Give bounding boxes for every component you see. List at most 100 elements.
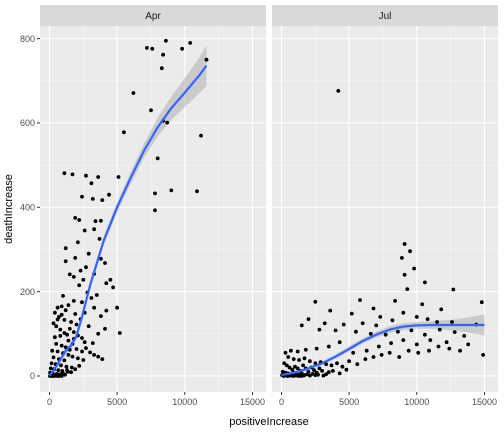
y-axis-title: deathIncrease — [3, 174, 15, 244]
data-point — [145, 46, 149, 50]
data-point — [117, 331, 122, 335]
y-tick-label: 400 — [20, 203, 35, 213]
data-point — [63, 308, 68, 313]
facet-strip — [272, 5, 498, 26]
data-point — [69, 365, 74, 370]
data-point — [479, 300, 484, 305]
data-point — [82, 228, 87, 233]
data-point — [159, 66, 164, 71]
data-point — [333, 328, 338, 333]
data-point — [406, 348, 411, 353]
data-point — [80, 300, 84, 305]
data-point — [57, 374, 61, 378]
data-point — [401, 310, 406, 315]
x-tick-label: 10000 — [404, 397, 429, 407]
data-point — [287, 365, 292, 370]
data-point — [58, 334, 63, 338]
data-point — [153, 191, 157, 196]
data-point — [103, 326, 107, 331]
data-point — [122, 130, 126, 135]
data-point — [409, 328, 414, 333]
data-point — [49, 361, 54, 366]
x-tick-label: 15000 — [240, 397, 265, 407]
facet-strip-label: Jul — [379, 11, 392, 22]
data-point — [58, 327, 63, 332]
data-point — [412, 266, 416, 271]
data-point — [165, 120, 170, 125]
data-point — [169, 188, 174, 193]
data-point — [336, 89, 341, 93]
x-tick-label: 0 — [47, 397, 52, 407]
data-point — [86, 324, 91, 329]
data-point — [295, 366, 300, 371]
data-point — [423, 332, 427, 337]
data-point — [301, 373, 306, 378]
data-point — [59, 363, 63, 368]
y-tick-label: 200 — [20, 287, 35, 297]
data-point — [51, 321, 56, 326]
data-point — [62, 358, 67, 363]
data-point — [290, 367, 295, 372]
data-point — [396, 329, 400, 334]
data-point — [402, 272, 407, 277]
data-point — [73, 312, 78, 316]
data-point — [150, 46, 155, 51]
data-point — [199, 133, 203, 138]
data-point — [99, 256, 103, 261]
data-point — [368, 331, 373, 336]
data-point — [92, 305, 96, 310]
data-point — [53, 310, 57, 315]
data-point — [335, 361, 339, 366]
data-point — [358, 298, 362, 302]
data-point — [439, 307, 444, 312]
data-point — [351, 350, 356, 355]
data-point — [81, 277, 86, 282]
data-point — [66, 338, 71, 343]
data-point — [80, 349, 84, 354]
data-point — [286, 355, 291, 359]
data-point — [99, 314, 103, 318]
data-point — [364, 348, 369, 353]
data-point — [78, 268, 83, 273]
data-point — [363, 357, 368, 361]
data-point — [77, 283, 82, 288]
data-point — [77, 364, 82, 368]
data-point — [74, 322, 79, 327]
data-point — [73, 216, 78, 220]
x-tick-label: 0 — [279, 397, 284, 407]
data-point — [337, 371, 342, 376]
x-axis-title: positiveIncrease — [229, 416, 309, 428]
data-point — [466, 342, 471, 347]
data-point — [161, 52, 166, 57]
data-point — [349, 311, 354, 316]
data-point — [54, 324, 59, 329]
data-point — [103, 261, 107, 265]
data-point — [149, 108, 153, 113]
data-point — [71, 299, 76, 303]
data-point — [371, 355, 376, 359]
data-point — [303, 347, 308, 352]
data-point — [401, 338, 406, 342]
data-point — [308, 359, 312, 364]
data-point — [88, 350, 92, 355]
data-point — [70, 172, 75, 177]
data-point — [435, 320, 439, 324]
data-point — [452, 330, 457, 334]
data-point — [67, 326, 72, 331]
data-point — [324, 362, 328, 367]
data-point — [59, 343, 64, 348]
data-point — [420, 302, 425, 307]
data-point — [414, 315, 419, 319]
data-point — [77, 218, 82, 222]
data-point — [481, 353, 485, 357]
data-point — [81, 358, 86, 362]
data-point — [282, 361, 287, 366]
data-point — [59, 304, 64, 309]
smooth-line — [281, 323, 485, 377]
data-point — [76, 356, 80, 361]
data-point — [344, 367, 349, 372]
data-point — [56, 368, 61, 372]
y-tick-label: 800 — [20, 34, 35, 44]
data-point — [312, 368, 316, 372]
data-point — [96, 331, 101, 336]
